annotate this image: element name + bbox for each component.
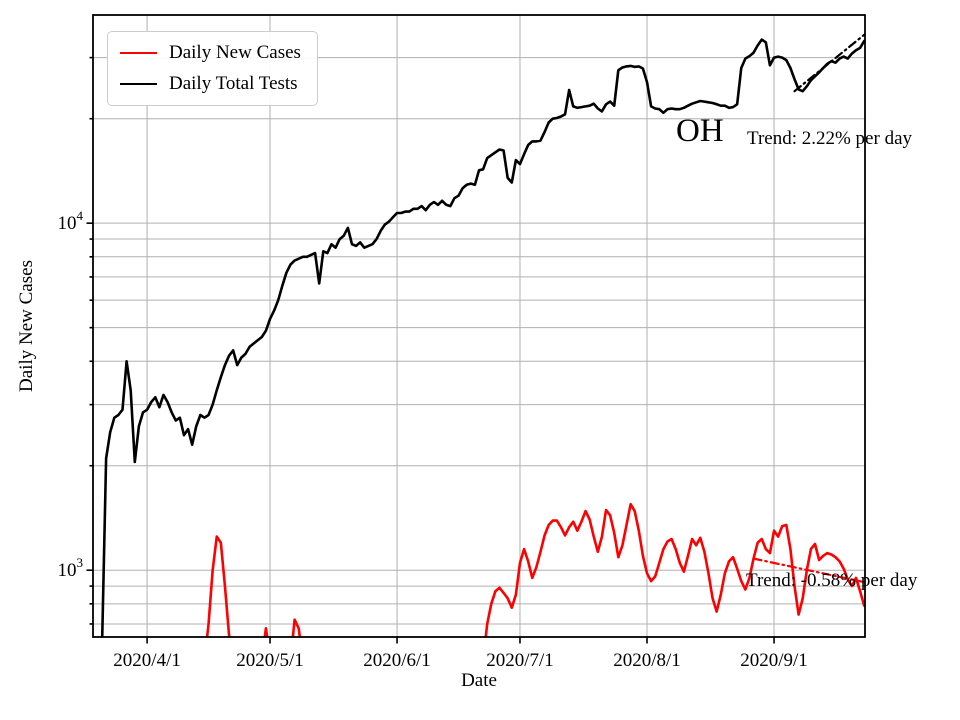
x-tick-label: 2020/4/1 xyxy=(113,650,181,671)
x-axis-label: Date xyxy=(461,670,497,691)
legend-line-sample-red xyxy=(120,51,157,55)
tick-marks xyxy=(86,56,775,644)
legend: Daily New Cases Daily Total Tests xyxy=(107,31,318,106)
tests-trend-fit-line xyxy=(793,33,865,93)
cases-trend-fit-line xyxy=(752,557,865,584)
legend-item-daily-new-cases: Daily New Cases xyxy=(120,42,301,64)
cases-trend-label: Trend: -0.58% per day xyxy=(746,570,918,591)
legend-label-daily-new-cases: Daily New Cases xyxy=(169,42,301,63)
y-tick-label: 104 xyxy=(58,208,84,234)
y-axis-label: Daily New Cases xyxy=(16,260,37,392)
gridlines xyxy=(93,15,865,637)
x-tick-label: 2020/7/1 xyxy=(486,650,554,671)
state-label: OH xyxy=(676,113,724,149)
x-tick-label: 2020/6/1 xyxy=(363,650,431,671)
x-tick-label: 2020/8/1 xyxy=(613,650,681,671)
plot-border xyxy=(92,14,866,638)
daily-new-cases-line xyxy=(205,502,865,637)
tests-trend-label: Trend: 2.22% per day xyxy=(747,128,912,149)
daily-total-tests-line xyxy=(100,38,865,637)
series-group xyxy=(100,33,865,637)
x-tick-label: 2020/9/1 xyxy=(740,650,808,671)
legend-label-daily-total-tests: Daily Total Tests xyxy=(169,73,298,94)
legend-item-daily-total-tests: Daily Total Tests xyxy=(120,73,301,95)
legend-line-sample-black xyxy=(120,82,157,86)
x-tick-label: 2020/5/1 xyxy=(236,650,304,671)
y-tick-label: 103 xyxy=(58,555,84,581)
